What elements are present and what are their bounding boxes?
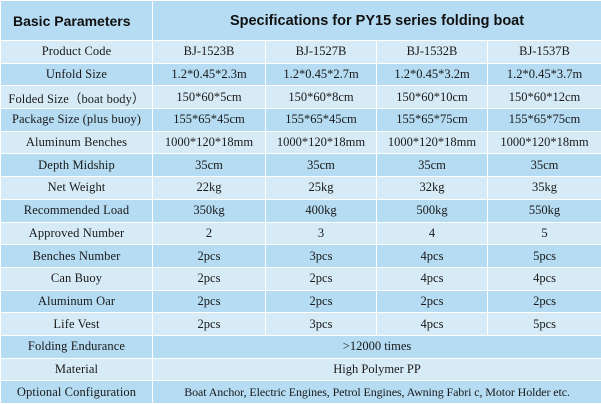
header-row: Basic Parameters Specifications for PY15… (1, 1, 601, 41)
table-cell: 2pcs (266, 267, 377, 290)
table-cell: 35cm (377, 154, 488, 177)
table-row: Product Code BJ-1523B BJ-1527B BJ-1532B … (1, 41, 601, 64)
merged-cell: High Polymer PP (153, 358, 601, 381)
table-row: Can Buoy 2pcs 2pcs 4pcs 4pcs (1, 267, 601, 290)
table-cell: 4pcs (377, 267, 488, 290)
table-row: Folding Endurance >12000 times (1, 335, 601, 358)
basic-parameters-header: Basic Parameters (1, 1, 153, 41)
table-cell: 35cm (266, 154, 377, 177)
table-cell: 4pcs (377, 245, 488, 268)
row-label: Life Vest (1, 313, 153, 336)
table-cell: 4pcs (488, 267, 601, 290)
row-label: Product Code (1, 41, 153, 64)
row-label: Aluminum Oar (1, 290, 153, 313)
table-cell: 150*60*10cm (377, 86, 488, 109)
table-cell: 35kg (488, 177, 601, 200)
table-cell: 5pcs (488, 313, 601, 336)
table-cell: 1000*120*18mm (488, 131, 601, 154)
table-cell: BJ-1523B (153, 41, 266, 64)
row-label: Package Size (plus buoy) (1, 109, 153, 132)
table-cell: 150*60*12cm (488, 86, 601, 109)
table-cell: 3 (266, 222, 377, 245)
table-cell: 350kg (153, 199, 266, 222)
table-cell: 1.2*0.45*2.3m (153, 63, 266, 86)
table-row: Optional Configuration Boat Anchor, Elec… (1, 381, 601, 404)
table-row: Material High Polymer PP (1, 358, 601, 381)
row-label: Folding Endurance (1, 335, 153, 358)
table-cell: 25kg (266, 177, 377, 200)
table-row: Folded Size（boat body） 150*60*5cm 150*60… (1, 86, 601, 109)
table-row: Package Size (plus buoy) 155*65*45cm 155… (1, 109, 601, 132)
table-cell: 4pcs (377, 313, 488, 336)
table-cell: 2pcs (377, 290, 488, 313)
table-cell: 150*60*5cm (153, 86, 266, 109)
merged-cell: >12000 times (153, 335, 601, 358)
table-row: Aluminum Oar 2pcs 2pcs 2pcs 2pcs (1, 290, 601, 313)
table-cell: 32kg (377, 177, 488, 200)
row-label: Benches Number (1, 245, 153, 268)
row-label: Material (1, 358, 153, 381)
table-cell: 500kg (377, 199, 488, 222)
table-cell: 2pcs (153, 290, 266, 313)
row-label: Can Buoy (1, 267, 153, 290)
row-label: Unfold Size (1, 63, 153, 86)
row-label: Optional Configuration (1, 381, 153, 404)
table-cell: 2pcs (153, 267, 266, 290)
table-cell: 150*60*8cm (266, 86, 377, 109)
table-cell: 155*65*45cm (153, 109, 266, 132)
table-cell: 35cm (488, 154, 601, 177)
row-label: Depth Midship (1, 154, 153, 177)
table-cell: 5 (488, 222, 601, 245)
table-cell: 550kg (488, 199, 601, 222)
row-label: Recommended Load (1, 199, 153, 222)
table-cell: 1000*120*18mm (377, 131, 488, 154)
table-cell: 1.2*0.45*3.2m (377, 63, 488, 86)
table-cell: BJ-1527B (266, 41, 377, 64)
table-cell: 155*65*75cm (488, 109, 601, 132)
table-cell: 5pcs (488, 245, 601, 268)
merged-cell: Boat Anchor, Electric Engines, Petrol En… (153, 381, 601, 404)
table-row: Unfold Size 1.2*0.45*2.3m 1.2*0.45*2.7m … (1, 63, 601, 86)
table-row: Depth Midship 35cm 35cm 35cm 35cm (1, 154, 601, 177)
table-cell: BJ-1537B (488, 41, 601, 64)
table-cell: 1000*120*18mm (266, 131, 377, 154)
specifications-header: Specifications for PY15 series folding b… (153, 1, 601, 41)
table-row: Net Weight 22kg 25kg 32kg 35kg (1, 177, 601, 200)
table-cell: 2pcs (266, 290, 377, 313)
table-row: Aluminum Benches 1000*120*18mm 1000*120*… (1, 131, 601, 154)
row-label: Aluminum Benches (1, 131, 153, 154)
table-cell: 22kg (153, 177, 266, 200)
table-cell: 35cm (153, 154, 266, 177)
table-cell: 1.2*0.45*2.7m (266, 63, 377, 86)
table-cell: 1000*120*18mm (153, 131, 266, 154)
table-cell: 2pcs (153, 313, 266, 336)
table-cell: BJ-1532B (377, 41, 488, 64)
row-label: Folded Size（boat body） (1, 86, 153, 109)
table-row: Approved Number 2 3 4 5 (1, 222, 601, 245)
row-label: Approved Number (1, 222, 153, 245)
table-cell: 3pcs (266, 245, 377, 268)
table-cell: 155*65*45cm (266, 109, 377, 132)
table-row: Benches Number 2pcs 3pcs 4pcs 5pcs (1, 245, 601, 268)
table-cell: 2 (153, 222, 266, 245)
table-cell: 1.2*0.45*3.7m (488, 63, 601, 86)
table-cell: 400kg (266, 199, 377, 222)
table-cell: 3pcs (266, 313, 377, 336)
table-cell: 155*65*75cm (377, 109, 488, 132)
row-label: Net Weight (1, 177, 153, 200)
table-cell: 2pcs (488, 290, 601, 313)
table-cell: 4 (377, 222, 488, 245)
table-row: Life Vest 2pcs 3pcs 4pcs 5pcs (1, 313, 601, 336)
table-cell: 2pcs (153, 245, 266, 268)
table-row: Recommended Load 350kg 400kg 500kg 550kg (1, 199, 601, 222)
